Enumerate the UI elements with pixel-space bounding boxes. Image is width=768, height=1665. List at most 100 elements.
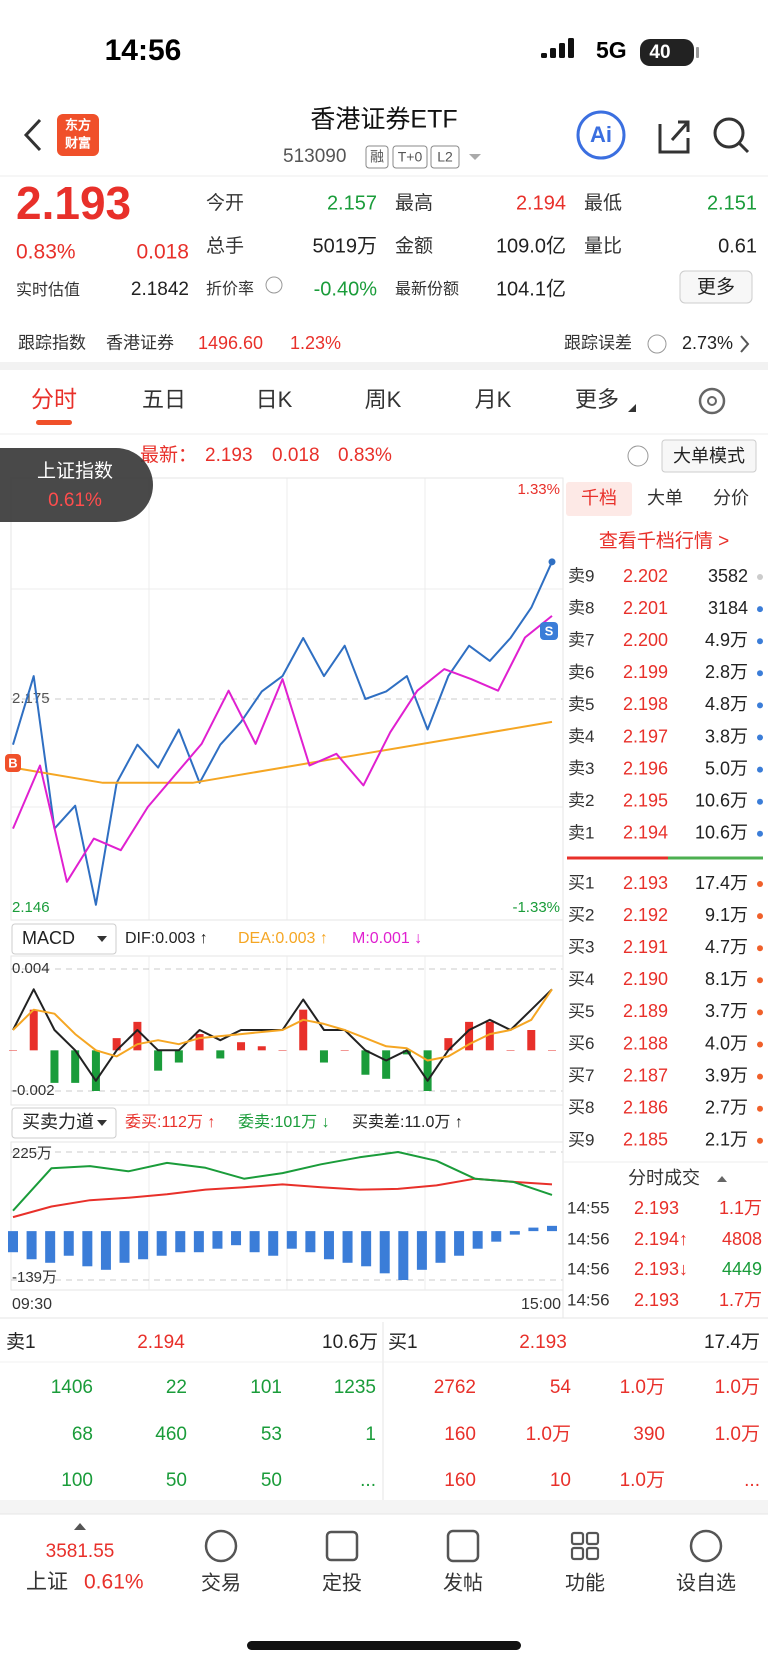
more-label[interactable]: 更多 [697, 276, 735, 298]
nav-index-change[interactable]: 0.61% [84, 1571, 144, 1594]
mode-label[interactable]: 大单模式 [673, 446, 745, 466]
book-label: 买4 [568, 970, 594, 989]
nav-label[interactable]: 发帖 [443, 1571, 483, 1594]
force-bar [249, 1231, 260, 1253]
stat-value: 2.151 [707, 192, 757, 214]
ai-button[interactable] [576, 110, 626, 160]
overlay-change[interactable]: 0.61% [48, 490, 102, 511]
nav-index-value[interactable]: 3581.55 [46, 1541, 115, 1562]
force-bar [342, 1231, 353, 1263]
nav-index-name[interactable]: 上证 [26, 1571, 68, 1594]
indicator-select[interactable] [11, 1107, 117, 1139]
queue-volume: 10.6万 [322, 1332, 378, 1353]
stat-value: 2.157 [327, 192, 377, 214]
book-volume: 3.7万 [705, 1001, 748, 1021]
index-overlay[interactable] [0, 448, 153, 522]
dropdown[interactable] [469, 154, 481, 160]
queue-order: 1.0万 [715, 1377, 760, 1398]
histogram-bar [465, 1021, 474, 1051]
book-label: 卖3 [568, 759, 594, 778]
y-tick-label: 225万 [12, 1145, 52, 1162]
book-volume: 4.7万 [705, 937, 748, 957]
force-bar [491, 1231, 502, 1242]
legend-price: 2.193 [205, 445, 253, 466]
histogram-bar [257, 1046, 266, 1051]
histogram-bar [133, 1021, 142, 1051]
search-button[interactable] [713, 117, 745, 149]
tag: 融 [370, 149, 384, 165]
settings-button[interactable] [698, 387, 726, 415]
help-icon[interactable] [265, 276, 283, 294]
indicator-name[interactable]: MACD [22, 928, 75, 948]
queue-order: 53 [261, 1424, 282, 1445]
book-dot [757, 798, 763, 805]
book-link[interactable]: 查看千档行情 > [599, 530, 729, 552]
queue-order: ... [744, 1470, 760, 1491]
battery-level: 40 [649, 42, 670, 63]
help-icon[interactable] [627, 445, 649, 467]
queue-order: 50 [261, 1470, 282, 1491]
tab[interactable]: 月K [475, 387, 512, 412]
tab[interactable]: 分时 [31, 386, 77, 412]
data-line [12, 1177, 553, 1219]
force-bar [100, 1231, 111, 1270]
book-dot [757, 574, 763, 580]
nav-label[interactable]: 设自选 [676, 1571, 736, 1594]
stat-value: 0.61 [718, 235, 757, 257]
nav-label[interactable]: 功能 [565, 1571, 605, 1594]
help-icon[interactable] [647, 334, 667, 354]
indicator-select[interactable] [11, 923, 117, 955]
tab-underline [36, 420, 72, 425]
more-button[interactable] [679, 270, 753, 304]
histogram-bar [154, 1050, 163, 1071]
tab[interactable]: 五日 [142, 387, 186, 412]
histogram-bar [423, 1050, 432, 1091]
nav-icon [570, 1531, 585, 1546]
tab[interactable]: 周K [365, 387, 402, 412]
book-label: 买2 [568, 906, 594, 925]
queue-order: 1.0万 [715, 1424, 760, 1445]
nav-label[interactable]: 定投 [322, 1571, 362, 1594]
queue-order: 1.0万 [526, 1424, 571, 1445]
book-price: 2.197 [623, 726, 668, 746]
force-bar [175, 1231, 186, 1253]
chevron [740, 335, 750, 353]
estimate-label: 实时估值 [16, 281, 80, 299]
dropdown [97, 1120, 107, 1126]
title: 香港证券ETF [310, 106, 457, 134]
logo-text: 财富 [65, 135, 91, 150]
book-dot [757, 766, 763, 773]
book-label: 买9 [568, 1130, 594, 1149]
trade-time: 14:55 [567, 1198, 610, 1217]
book-price: 2.201 [623, 598, 668, 618]
nav-icon [204, 1529, 238, 1563]
histogram-bar [361, 1050, 370, 1075]
book-tab[interactable]: 千档 [581, 488, 617, 508]
back-button[interactable] [23, 118, 42, 152]
force-bar [8, 1231, 18, 1253]
status-time: 14:56 [105, 34, 182, 67]
book-dot [757, 638, 763, 645]
book-volume: 3.9万 [705, 1065, 748, 1085]
mode-button[interactable] [661, 439, 757, 473]
book-label: 卖6 [568, 663, 594, 682]
book-tab[interactable]: 大单 [647, 488, 683, 508]
nav-icon [689, 1529, 723, 1563]
trade-price: 2.194↑ [634, 1229, 688, 1249]
book-label: 买3 [568, 938, 594, 957]
share-button[interactable] [658, 120, 690, 154]
tab[interactable]: 更多 [575, 387, 619, 412]
book-volume: 4.8万 [705, 694, 748, 714]
nav-label[interactable]: 交易 [201, 1571, 241, 1594]
histogram-bar [71, 1050, 80, 1083]
book-label: 卖1 [568, 823, 594, 842]
book-label: 卖5 [568, 695, 594, 714]
overlay-name[interactable]: 上证指数 [37, 460, 113, 482]
histogram-bar [299, 1009, 308, 1051]
tab[interactable]: 日K [256, 387, 293, 412]
indicator-name[interactable]: 买卖力道 [22, 1112, 94, 1132]
signal-bar [568, 38, 574, 58]
book-tab[interactable]: 分价 [713, 488, 749, 508]
force-bar [119, 1231, 130, 1263]
